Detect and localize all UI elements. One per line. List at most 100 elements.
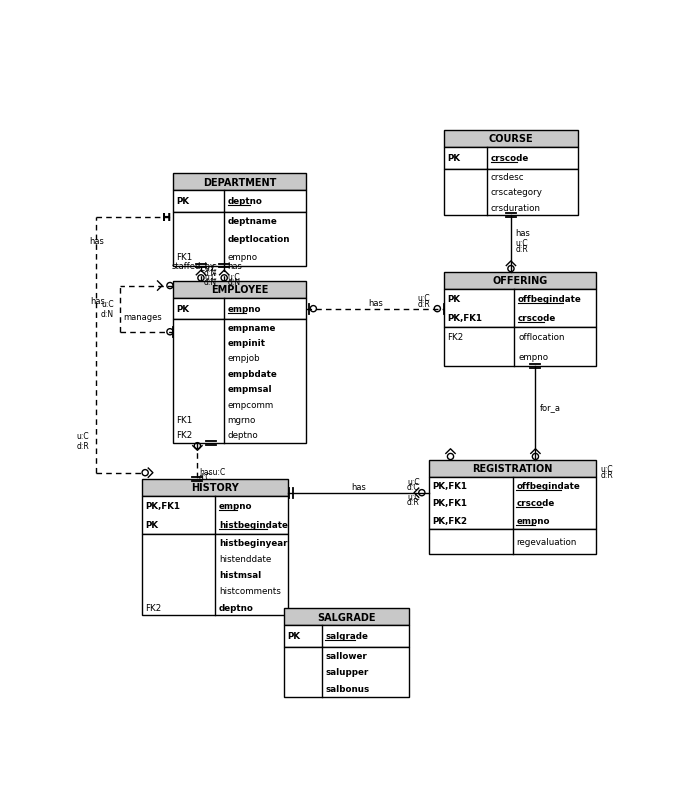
Text: PK,FK1: PK,FK1 [447, 314, 482, 322]
Text: d:R: d:R [515, 245, 529, 253]
Text: has: has [227, 261, 242, 271]
Text: SALGRADE: SALGRADE [317, 612, 376, 622]
Text: DEPARTMENT: DEPARTMENT [203, 177, 277, 188]
Text: has: has [351, 483, 366, 492]
Text: deptno: deptno [228, 431, 258, 439]
Text: FK1: FK1 [176, 253, 193, 261]
Text: u:C: u:C [204, 273, 217, 282]
Bar [173, 320, 306, 443]
Text: u:C: u:C [407, 492, 420, 501]
Text: deptname: deptname [228, 217, 277, 226]
Bar [142, 496, 288, 535]
Text: empjob: empjob [228, 354, 260, 363]
Text: u:C: u:C [204, 263, 217, 272]
Text: empbdate: empbdate [228, 370, 277, 379]
Text: offbegindate: offbegindate [516, 481, 580, 490]
Text: FK2: FK2 [145, 603, 161, 612]
Text: PK,FK1: PK,FK1 [432, 499, 467, 508]
Text: deptno: deptno [219, 603, 254, 612]
Text: crscode: crscode [491, 154, 529, 163]
Text: empcomm: empcomm [228, 400, 274, 409]
Text: HISTORY: HISTORY [191, 483, 239, 492]
Text: deptno: deptno [228, 197, 262, 206]
Bar [428, 529, 596, 554]
Bar [444, 131, 578, 148]
Text: COURSE: COURSE [489, 134, 533, 144]
Text: crsdesc: crsdesc [491, 172, 524, 181]
Bar [142, 480, 288, 496]
Text: REGISTRATION: REGISTRATION [473, 464, 553, 473]
Text: staffed_by: staffed_by [172, 261, 215, 271]
Text: d:N: d:N [227, 277, 240, 287]
Text: histbegindate: histbegindate [219, 520, 288, 529]
Text: u:C: u:C [407, 477, 420, 486]
Text: empname: empname [228, 323, 276, 332]
Text: u:C
d:N: u:C d:N [101, 300, 114, 319]
Text: crscode: crscode [518, 314, 556, 322]
Bar [428, 460, 596, 477]
Text: PK,FK1: PK,FK1 [145, 501, 180, 510]
Bar [428, 477, 596, 529]
Bar [444, 169, 578, 216]
Text: for_a: for_a [540, 403, 561, 411]
Text: PK,FK2: PK,FK2 [432, 516, 467, 525]
Text: EMPLOYEE: EMPLOYEE [211, 285, 268, 295]
Text: histcomments: histcomments [219, 586, 281, 596]
Text: d:R: d:R [407, 498, 420, 507]
Text: empno: empno [516, 516, 550, 525]
Text: PK: PK [287, 632, 300, 641]
Text: offlocation: offlocation [518, 333, 564, 342]
Bar [173, 298, 306, 320]
Text: u:C: u:C [417, 294, 430, 303]
Bar [173, 191, 306, 213]
Text: crscategory: crscategory [491, 188, 543, 196]
Text: empno: empno [228, 253, 257, 261]
Text: salupper: salupper [326, 667, 368, 676]
Text: histbeginyear: histbeginyear [219, 538, 287, 547]
Text: PK: PK [145, 520, 158, 529]
Bar [284, 626, 409, 647]
Text: PK: PK [176, 305, 189, 314]
Text: FK2: FK2 [176, 431, 193, 439]
Bar [444, 273, 596, 290]
Text: PK: PK [447, 294, 460, 303]
Text: u:C: u:C [601, 464, 613, 474]
Text: FK1: FK1 [176, 415, 193, 424]
Bar [284, 647, 409, 697]
Text: has: has [515, 229, 531, 237]
Text: d:C: d:C [199, 472, 212, 481]
Text: PK: PK [176, 197, 189, 206]
Text: has: has [89, 237, 104, 245]
Bar [173, 174, 306, 191]
Text: u:C
d:R: u:C d:R [77, 431, 89, 451]
Text: empmsal: empmsal [228, 385, 272, 394]
Text: d:N: d:N [204, 277, 217, 287]
Bar [444, 328, 596, 367]
Text: histenddate: histenddate [219, 554, 271, 563]
Text: sallower: sallower [326, 650, 367, 660]
Text: u:C: u:C [227, 273, 240, 282]
Text: offbegindate: offbegindate [518, 294, 582, 303]
Text: salbonus: salbonus [326, 684, 370, 693]
Bar [444, 148, 578, 169]
Text: salgrade: salgrade [326, 632, 368, 641]
Text: crsduration: crsduration [491, 203, 541, 213]
Text: histmsal: histmsal [219, 570, 261, 580]
Text: H: H [162, 213, 172, 223]
Bar [142, 535, 288, 615]
Text: regevaluation: regevaluation [516, 537, 577, 546]
Text: mgrno: mgrno [228, 415, 256, 424]
Text: crscode: crscode [516, 499, 555, 508]
Bar [173, 213, 306, 266]
Text: empno: empno [518, 352, 548, 361]
Bar [444, 290, 596, 328]
Text: d:R: d:R [417, 299, 430, 309]
Bar [284, 609, 409, 626]
Text: has: has [90, 297, 105, 306]
Text: u:C: u:C [515, 239, 529, 248]
Text: has: has [368, 298, 383, 308]
Text: d:R: d:R [601, 470, 613, 479]
Text: OFFERING: OFFERING [493, 276, 548, 286]
Text: hasu:C: hasu:C [199, 467, 225, 476]
Text: d:N: d:N [204, 269, 217, 277]
